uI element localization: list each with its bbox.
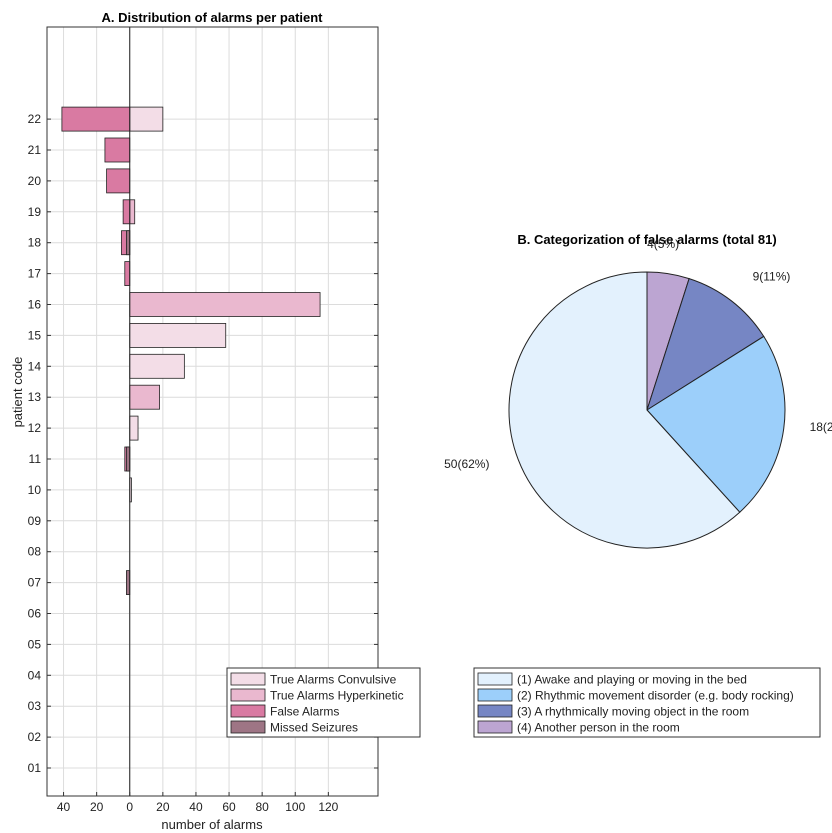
chart-a-bar bbox=[129, 415, 139, 441]
chart-b-legend-swatch bbox=[477, 720, 513, 734]
chart-a-legend-label: True Alarms Convulsive bbox=[270, 673, 397, 687]
panel-a-bar-chart: A. Distribution of alarms per patient 40… bbox=[10, 10, 421, 832]
chart-a-xtick-label: 20 bbox=[156, 800, 170, 814]
chart-a-ytick-label: 17 bbox=[28, 267, 42, 281]
chart-a-legend-swatch bbox=[230, 704, 266, 718]
chart-a-ytick-label: 13 bbox=[28, 390, 42, 404]
chart-a-title: A. Distribution of alarms per patient bbox=[101, 10, 323, 25]
chart-a-xtick-label: 0 bbox=[126, 800, 133, 814]
chart-a-bar bbox=[122, 199, 131, 225]
chart-b-legend-swatch bbox=[477, 688, 513, 702]
chart-a-xtick-label: 40 bbox=[189, 800, 203, 814]
chart-b-slice-label: 9(11%) bbox=[753, 270, 791, 284]
chart-a-bars bbox=[61, 27, 321, 796]
chart-a-ytick-label: 04 bbox=[28, 668, 42, 682]
chart-a-xtick-label: 20 bbox=[90, 800, 104, 814]
chart-a-ytick-label: 01 bbox=[28, 761, 42, 775]
chart-a-bar bbox=[129, 292, 321, 317]
chart-a-ytick-label: 05 bbox=[28, 637, 42, 651]
chart-b-slice-label: 4(5%) bbox=[647, 237, 679, 251]
chart-a-legend-swatch bbox=[230, 720, 266, 734]
chart-b-legend-label: (2) Rhythmic movement disorder (e.g. bod… bbox=[517, 689, 794, 703]
chart-a-ytick-label: 20 bbox=[28, 174, 42, 188]
chart-a-ylabel: patient code bbox=[10, 357, 25, 428]
chart-a-xlabel: number of alarms bbox=[161, 817, 263, 832]
chart-a-ytick-label: 11 bbox=[29, 452, 42, 466]
chart-a-xtick-label: 120 bbox=[318, 800, 338, 814]
chart-a-ytick-label: 07 bbox=[28, 576, 42, 590]
chart-a-ticks: 40 20 0 20 40 60 80 100 120 01 02 03 04 05 06 07 08 09 10 1… bbox=[28, 112, 378, 814]
chart-b-legend-swatch bbox=[477, 672, 513, 686]
chart-b-slice bbox=[508, 271, 741, 549]
chart-a-bar bbox=[129, 384, 160, 410]
chart-a-legend-swatch bbox=[230, 688, 266, 702]
chart-a-ytick-label: 16 bbox=[28, 298, 42, 312]
chart-a-bar bbox=[104, 137, 131, 163]
chart-b-slice-label: 18(22%) bbox=[810, 420, 832, 434]
chart-b-legend-label: (3) A rhythmically moving object in the … bbox=[517, 705, 749, 719]
chart-b-legend: (1) Awake and playing or moving in the b… bbox=[473, 667, 821, 738]
chart-a-xtick-label: 80 bbox=[255, 800, 269, 814]
chart-a-ytick-label: 06 bbox=[28, 607, 42, 621]
chart-a-legend-label: Missed Seizures bbox=[270, 721, 358, 735]
chart-b-legend-label: (4) Another person in the room bbox=[517, 721, 680, 735]
chart-a-bar bbox=[129, 353, 185, 379]
chart-a-bar bbox=[129, 199, 136, 225]
chart-b-slice bbox=[646, 277, 765, 412]
chart-a-ytick-label: 15 bbox=[28, 328, 42, 342]
chart-b-legend-swatch bbox=[477, 704, 513, 718]
chart-b-legend-label: (1) Awake and playing or moving in the b… bbox=[517, 673, 747, 687]
chart-a-ytick-label: 14 bbox=[28, 359, 42, 373]
chart-a-xtick-label: 100 bbox=[285, 800, 305, 814]
chart-a-ytick-label: 10 bbox=[28, 483, 42, 497]
chart-a-ytick-label: 21 bbox=[28, 143, 42, 157]
chart-a-legend: True Alarms Convulsive True Alarms Hyperk… bbox=[226, 667, 421, 738]
chart-a-ytick-label: 19 bbox=[28, 205, 42, 219]
chart-a-ytick-label: 18 bbox=[28, 236, 42, 250]
chart-a-bar bbox=[106, 168, 131, 194]
chart-a-bar bbox=[61, 106, 131, 132]
chart-a-bar bbox=[129, 106, 164, 132]
chart-a-legend-label: False Alarms bbox=[270, 705, 339, 719]
chart-a-bar bbox=[129, 322, 227, 348]
chart-b-title: B. Categorization of false alarms (total… bbox=[517, 232, 776, 247]
chart-a-ytick-label: 09 bbox=[28, 514, 42, 528]
chart-b-slice bbox=[646, 335, 786, 513]
chart-a-ytick-label: 08 bbox=[28, 545, 42, 559]
chart-a-legend-label: True Alarms Hyperkinetic bbox=[270, 689, 404, 703]
chart-a-xtick-label: 60 bbox=[222, 800, 236, 814]
chart-b-pie: 4(5%) 9(11%) 18(22%) 50(62%) bbox=[444, 237, 832, 549]
chart-a-ytick-label: 02 bbox=[28, 730, 42, 744]
chart-b-slice-label: 50(62%) bbox=[444, 457, 489, 471]
chart-b-legend-frame bbox=[473, 667, 821, 738]
chart-a-legend-swatch bbox=[230, 672, 266, 686]
panel-b-pie-chart: B. Categorization of false alarms (total… bbox=[444, 232, 832, 738]
chart-a-ytick-label: 03 bbox=[28, 699, 42, 713]
chart-a-ytick-label: 22 bbox=[28, 112, 42, 126]
chart-a-xtick-label: 40 bbox=[57, 800, 71, 814]
chart-a-ytick-label: 12 bbox=[28, 421, 42, 435]
chart-a-plot-frame bbox=[46, 26, 379, 797]
chart-a-bar bbox=[124, 261, 131, 287]
